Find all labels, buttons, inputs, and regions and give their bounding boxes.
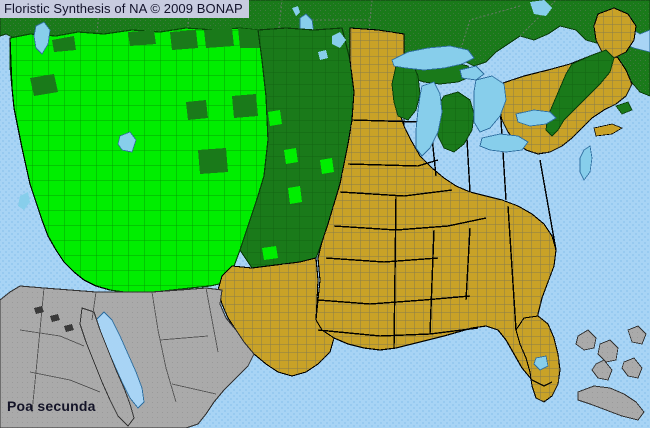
plains-bright-counties [262, 110, 334, 260]
channel-island-2 [50, 314, 60, 322]
eastern-state-boundaries [317, 56, 557, 349]
region-west-bright-green [9, 21, 269, 295]
caribbean-islands [34, 306, 647, 421]
san-francisco-bay [18, 192, 30, 210]
bahamas-north-island [627, 325, 647, 345]
great-salt-lake [117, 131, 137, 153]
region-mexico-nodata [0, 285, 255, 428]
michigan-county-grid [436, 92, 474, 152]
new-england-county-grid [546, 50, 614, 136]
georgian-bay [459, 65, 485, 81]
cuba [577, 385, 645, 421]
region-great-plains-dark-green [239, 27, 355, 269]
canada-small-lake [292, 6, 300, 16]
lake-michigan [415, 81, 443, 157]
mexico-state-boundaries [19, 287, 219, 413]
chesapeake-bay [579, 145, 593, 181]
great-lakes [391, 45, 557, 157]
west-dark-green-patches [30, 28, 260, 174]
wisconsin-county-grid [392, 62, 420, 120]
quebec-lake [530, 0, 552, 16]
channel-island-3 [64, 324, 74, 332]
coastline [9, 37, 553, 387]
lake-erie [479, 133, 529, 153]
minnesota-lake [332, 32, 346, 48]
lake-superior [391, 45, 475, 71]
lake-okeechobee [533, 355, 549, 371]
species-name-label: Poa secunda [7, 398, 96, 414]
texas-county-grid [218, 258, 334, 376]
eleuthera-island [621, 357, 643, 379]
grand-bahama [575, 329, 597, 351]
map-title-bar: Floristic Synthesis of NA © 2009 BONAP [0, 0, 249, 18]
plains-county-grid [240, 28, 354, 268]
cape-cod [615, 101, 633, 115]
puget-sound [33, 21, 51, 55]
abaco-island [597, 339, 619, 363]
eastern-county-grid [316, 28, 556, 386]
andros-island [591, 359, 613, 381]
channel-island-1 [34, 306, 44, 314]
western-county-grid [10, 28, 268, 294]
maine-county-grid [594, 8, 636, 58]
lake-huron [473, 75, 507, 133]
long-island [593, 123, 623, 137]
lake-ontario [515, 109, 557, 127]
devils-lake [318, 50, 328, 60]
baja-california [79, 307, 135, 427]
